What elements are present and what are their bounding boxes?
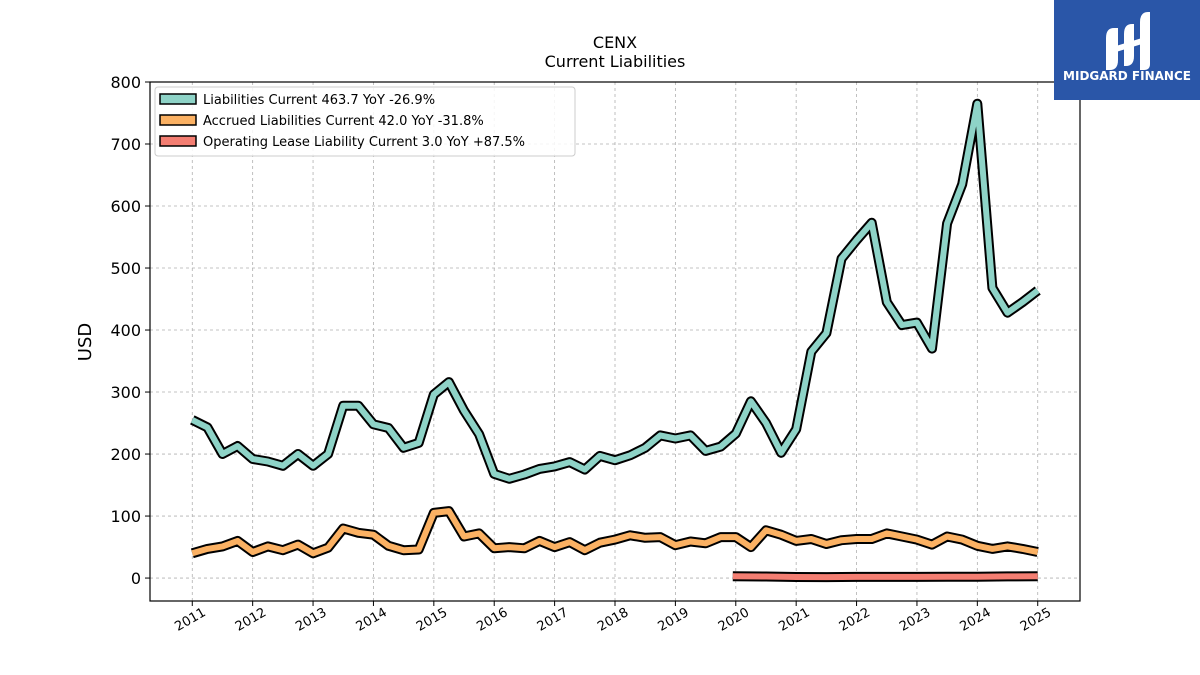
legend-entry-operating-lease: Operating Lease Liability Current 3.0 Yo… bbox=[203, 135, 525, 150]
legend-swatch-accrued-liabilities bbox=[159, 114, 197, 126]
grid bbox=[150, 81, 1080, 601]
series-operating-lease-liability-current bbox=[732, 571, 1038, 583]
x-tick-label: 2012 bbox=[233, 605, 269, 635]
x-tick-label: 2023 bbox=[897, 605, 933, 635]
y-tick-label: 500 bbox=[110, 259, 141, 278]
y-tick-label: 200 bbox=[110, 445, 141, 464]
chart-title: CENX bbox=[593, 33, 637, 52]
legend-swatch-operating-lease bbox=[159, 135, 197, 147]
x-tick-label: 2025 bbox=[1018, 605, 1054, 635]
x-tick-label: 2022 bbox=[837, 605, 873, 635]
y-tick-label: 600 bbox=[110, 197, 141, 216]
y-axis: 0 100 200 300 400 500 600 700 800 bbox=[110, 73, 150, 588]
x-tick-label: 2021 bbox=[776, 605, 812, 635]
x-tick-label: 2011 bbox=[172, 605, 208, 635]
y-tick-label: 800 bbox=[110, 73, 141, 92]
x-tick-label: 2015 bbox=[414, 605, 450, 635]
series-line bbox=[190, 100, 1040, 482]
x-tick-label: 2018 bbox=[595, 605, 631, 635]
x-tick-label: 2024 bbox=[958, 605, 994, 635]
series-line bbox=[191, 508, 1039, 557]
series-outline bbox=[190, 98, 1041, 484]
chart-subtitle: Current Liabilities bbox=[545, 52, 686, 71]
x-axis: 2011 2012 2013 2014 2015 2016 2017 2018 2019 2020… bbox=[172, 601, 1054, 635]
x-tick-label: 2017 bbox=[535, 605, 571, 635]
x-tick-label: 2020 bbox=[716, 605, 752, 635]
y-tick-label: 100 bbox=[110, 507, 141, 526]
x-tick-label: 2019 bbox=[656, 605, 692, 635]
legend-entry-accrued-liabilities: Accrued Liabilities Current 42.0 YoY -31… bbox=[203, 114, 484, 129]
legend: Liabilities Current 463.7 YoY -26.9% Acc… bbox=[154, 86, 576, 157]
series-line bbox=[732, 573, 1038, 581]
series-accrued-liabilities-current bbox=[190, 506, 1039, 559]
y-tick-label: 700 bbox=[110, 135, 141, 154]
legend-swatch-liabilities-current bbox=[159, 93, 197, 105]
logo-text: MIDGARD FINANCE bbox=[1063, 69, 1191, 83]
y-axis-label: USD bbox=[75, 323, 96, 361]
y-tick-label: 300 bbox=[110, 383, 141, 402]
legend-entry-liabilities-current: Liabilities Current 463.7 YoY -26.9% bbox=[203, 93, 435, 108]
x-tick-label: 2014 bbox=[354, 605, 390, 635]
y-tick-label: 0 bbox=[131, 569, 141, 588]
midgard-finance-logo: MIDGARD FINANCE bbox=[1054, 0, 1200, 100]
x-tick-label: 2016 bbox=[474, 605, 510, 635]
series-liabilities-current bbox=[190, 98, 1041, 484]
legend-box bbox=[154, 86, 576, 157]
y-tick-label: 400 bbox=[110, 321, 141, 340]
logo-mark-icon bbox=[1106, 12, 1150, 70]
x-tick-label: 2013 bbox=[293, 605, 329, 635]
series-layer bbox=[190, 98, 1041, 583]
